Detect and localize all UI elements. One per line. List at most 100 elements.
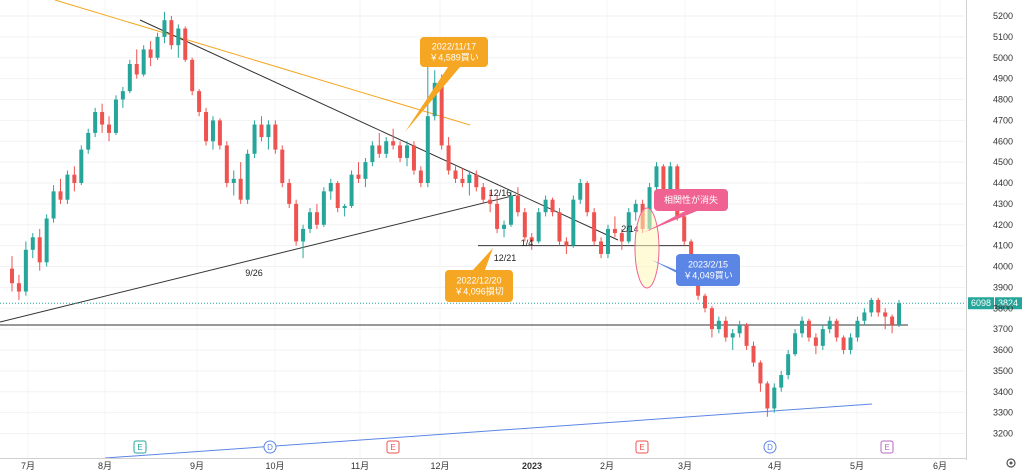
candle-body [883, 312, 888, 317]
candle-body [398, 145, 403, 158]
candle-body [141, 49, 146, 75]
candle-body [779, 375, 784, 388]
x-tick-label: 9月 [190, 461, 204, 471]
candle-body [120, 91, 125, 100]
candle-body [515, 195, 520, 213]
candle-body [273, 124, 278, 150]
candle-body [259, 124, 264, 138]
y-tick-label: 3900 [993, 282, 1013, 292]
candle-body [689, 241, 694, 259]
candle-body [605, 228, 610, 254]
candle-body [377, 145, 382, 154]
x-axis[interactable]: 7月 8月 9月 10月 11月 12月 2023 2月 3月 4月 5月 6月 [0, 458, 966, 472]
candle-body [79, 149, 84, 183]
candle-body [405, 145, 410, 158]
x-tick-label: 5月 [850, 461, 864, 471]
candle-body [100, 112, 105, 125]
highlight-ellipse [634, 207, 660, 289]
candle-body [107, 124, 112, 133]
candle-body [682, 216, 687, 242]
x-tick-label: 2023 [522, 461, 542, 471]
candle-body [266, 124, 271, 138]
event-earnings-marker [133, 440, 147, 454]
candle-body [391, 141, 396, 146]
callout-box [445, 270, 513, 302]
candle-body [183, 28, 188, 60]
candle-body [231, 178, 236, 183]
event-marker-letter: E [884, 443, 889, 452]
candle-body [127, 64, 132, 92]
candle-body [65, 174, 70, 200]
callout-pointer [473, 248, 493, 270]
y-tick-label: 4800 [993, 95, 1013, 105]
candle-body [827, 320, 832, 330]
event-earnings-marker [880, 440, 894, 454]
callout-box [676, 254, 740, 286]
y-tick-label: 3200 [993, 429, 1013, 439]
candle-body [287, 183, 292, 204]
y-tick-label: 5200 [993, 11, 1013, 21]
candle-body [703, 295, 707, 309]
candle-body [418, 170, 423, 183]
candle-body [876, 299, 881, 313]
candle-body [709, 308, 714, 330]
candle-body [564, 241, 569, 246]
x-tick-label: 7月 [21, 461, 35, 471]
candle-body [370, 145, 375, 163]
callout-text: 2023/2/15 ￥4,049買い [683, 260, 733, 281]
candle-body [204, 112, 209, 142]
callout-pointer [645, 211, 697, 232]
x-tick-label: 8月 [98, 461, 112, 471]
candle-body [751, 345, 756, 363]
candle-body [44, 218, 49, 263]
candle-body [758, 362, 763, 384]
candle-body [224, 145, 229, 183]
settings-gear-icon[interactable] [1006, 458, 1016, 468]
candle-body [210, 120, 215, 142]
callout-pointer [405, 67, 460, 132]
date-label: 9/26 [245, 268, 263, 278]
candle-body [411, 145, 416, 171]
candle-body [578, 183, 583, 200]
candle-body [633, 203, 638, 213]
candle-body [474, 174, 479, 188]
price-label-left-text: 6098 [971, 298, 991, 308]
candle-body [536, 212, 541, 242]
y-tick-label: 5000 [993, 53, 1013, 63]
candle-body [813, 337, 818, 346]
candle-body [592, 212, 597, 242]
candle-body [238, 178, 243, 200]
y-tick-label: 4100 [993, 241, 1013, 251]
candle-body [37, 237, 42, 263]
event-marker-letter: D [267, 443, 273, 452]
candle-body [349, 174, 354, 206]
y-tick-label: 4300 [993, 199, 1013, 209]
y-tick-label: 4600 [993, 136, 1013, 146]
candle-body [834, 320, 839, 338]
candle-body [335, 183, 340, 209]
candle-body [280, 149, 285, 183]
candle-body [328, 183, 333, 192]
candle-body [869, 299, 874, 313]
candle-body [169, 20, 174, 46]
overlays: 9/26 12/16 12/21 1/4 2/14 2022/11/17 ￥4,589買い 2… [245, 37, 1022, 310]
candle-body [314, 212, 319, 225]
y-tick-label: 3500 [993, 366, 1013, 376]
candle-body [363, 162, 368, 179]
candle-body [793, 333, 798, 355]
event-marker-letter: D [767, 443, 773, 452]
candle-body [432, 82, 437, 117]
candle-body [439, 82, 444, 146]
candle-body [453, 170, 458, 179]
y-tick-label: 4500 [993, 157, 1013, 167]
candle-body [72, 174, 77, 183]
event-marker-letter: E [137, 443, 142, 452]
y-tick-label: 3400 [993, 387, 1013, 397]
candle-body [529, 237, 534, 242]
y-axis[interactable]: 5200 5100 5000 4900 4800 4700 4600 4500 4400 4300… [966, 0, 1014, 460]
candle-body [301, 228, 306, 242]
candle-body [848, 337, 853, 350]
candle-body [772, 387, 777, 409]
